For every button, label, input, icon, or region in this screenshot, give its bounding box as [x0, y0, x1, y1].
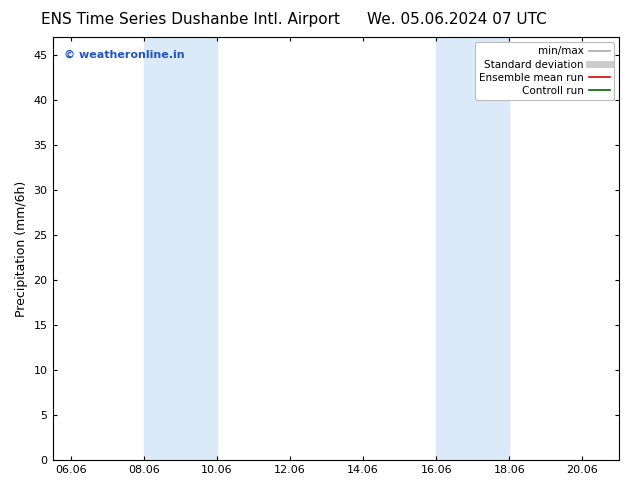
Text: ENS Time Series Dushanbe Intl. Airport: ENS Time Series Dushanbe Intl. Airport — [41, 12, 340, 27]
Text: We. 05.06.2024 07 UTC: We. 05.06.2024 07 UTC — [366, 12, 547, 27]
Bar — [144, 37, 217, 460]
Text: © weatheronline.in: © weatheronline.in — [64, 50, 184, 60]
Y-axis label: Precipitation (mm/6h): Precipitation (mm/6h) — [15, 180, 28, 317]
Bar — [436, 37, 509, 460]
Legend: min/max, Standard deviation, Ensemble mean run, Controll run: min/max, Standard deviation, Ensemble me… — [475, 42, 614, 100]
